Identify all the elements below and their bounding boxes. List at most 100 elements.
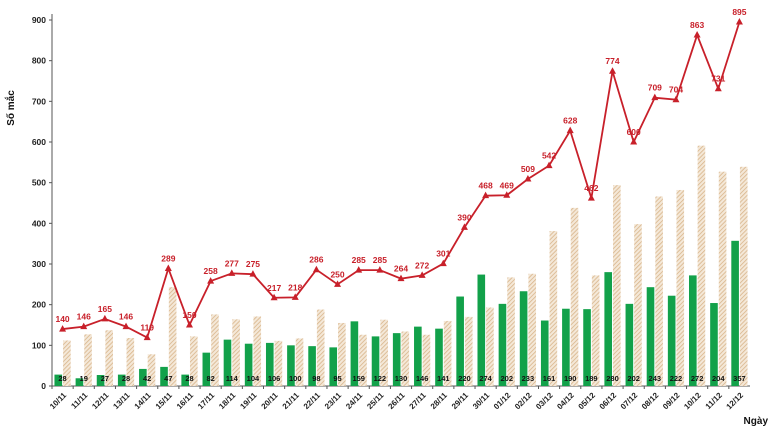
x-tick-label: 29/11 <box>450 390 471 411</box>
green-bar <box>75 378 84 386</box>
red-value-label: 165 <box>98 304 112 314</box>
hatched-bar <box>359 334 367 386</box>
x-tick-label: 20/11 <box>260 390 281 411</box>
green-bar <box>604 272 613 386</box>
red-value-label: 285 <box>352 255 366 265</box>
x-tick-label: 18/11 <box>217 390 238 411</box>
hatched-bar <box>274 340 283 386</box>
green-bar <box>477 274 486 386</box>
hatched-bar <box>63 340 71 386</box>
x-axis-label: Ngày <box>744 416 769 427</box>
green-value-label: 82 <box>206 374 214 383</box>
red-value-label: 301 <box>436 249 450 259</box>
hatched-bar <box>147 354 156 386</box>
x-tick-label: 04/12 <box>555 390 576 411</box>
green-bar <box>287 345 295 386</box>
green-value-label: 95 <box>333 374 341 383</box>
red-point-marker <box>143 333 151 341</box>
hatched-bar <box>634 224 642 386</box>
green-value-label: 27 <box>101 374 109 383</box>
green-bar <box>625 303 634 386</box>
green-bar <box>223 339 232 386</box>
green-value-label: 272 <box>691 374 704 383</box>
x-tick-label: 23/11 <box>323 390 344 411</box>
red-point-marker <box>524 175 532 182</box>
green-bar <box>414 326 422 386</box>
red-point-marker <box>418 271 426 278</box>
green-value-label: 274 <box>479 374 492 383</box>
red-point-marker <box>693 31 701 38</box>
green-bar <box>392 333 401 386</box>
x-tick-label: 25/11 <box>365 390 386 411</box>
green-bar <box>117 374 126 386</box>
red-point-marker <box>587 194 595 201</box>
green-value-label: 161 <box>543 374 556 383</box>
hatched-bar <box>570 207 579 386</box>
y-tick-label: 700 <box>32 96 46 106</box>
green-value-label: 122 <box>374 374 387 383</box>
red-value-label: 264 <box>394 264 408 274</box>
hatched-bar <box>655 196 663 386</box>
hatched-bar <box>718 171 727 386</box>
hatched-bar <box>380 319 388 386</box>
red-point-marker <box>355 266 363 273</box>
hatched-bar <box>84 334 92 386</box>
red-point-marker <box>207 277 215 284</box>
green-value-label: 130 <box>395 374 408 383</box>
red-point-marker <box>164 264 172 271</box>
green-value-label: 280 <box>606 374 619 383</box>
green-value-label: 104 <box>247 374 260 383</box>
red-value-label: 250 <box>330 269 344 279</box>
green-value-label: 222 <box>670 374 683 383</box>
hatched-bar <box>316 309 325 386</box>
green-value-label: 28 <box>58 374 66 383</box>
red-point-marker <box>545 161 553 169</box>
x-tick-label: 10/12 <box>682 390 703 411</box>
red-value-label: 150 <box>182 310 196 320</box>
green-bar <box>456 296 464 386</box>
red-value-label: 863 <box>690 20 704 30</box>
red-point-marker <box>228 269 236 276</box>
green-bar <box>96 375 105 386</box>
red-point-marker <box>482 191 490 199</box>
green-labels-group: 28 19 27 28 42 47 28 82 114 104 106 100 98 95 159 122 13… <box>58 374 745 383</box>
red-value-label: 140 <box>55 314 69 324</box>
y-axis-label: Số mắc <box>4 90 17 126</box>
green-value-label: 190 <box>564 374 577 383</box>
x-tick-label: 17/11 <box>196 390 217 411</box>
y-tick-label: 600 <box>32 137 46 147</box>
red-value-label: 146 <box>119 312 133 322</box>
green-bar <box>435 328 443 386</box>
green-value-label: 141 <box>437 374 450 383</box>
hatched-bar <box>549 231 558 386</box>
green-bar <box>371 336 380 386</box>
y-tick-label: 800 <box>32 56 46 66</box>
x-tick-label: 05/12 <box>576 390 597 411</box>
green-bar <box>265 342 274 386</box>
x-tick-label: 03/12 <box>534 390 555 411</box>
red-value-label: 390 <box>457 212 471 222</box>
x-tick-label: 11/12 <box>704 390 725 411</box>
red-value-label: 119 <box>140 323 154 333</box>
green-bar <box>540 320 549 386</box>
x-tick-label: 19/11 <box>238 390 259 411</box>
red-value-label: 600 <box>627 127 641 137</box>
green-value-label: 243 <box>649 374 662 383</box>
red-point-marker <box>185 321 193 328</box>
red-point-marker <box>270 293 278 301</box>
red-point-marker <box>439 259 447 267</box>
red-value-label: 277 <box>225 258 239 268</box>
y-tick-label: 300 <box>32 259 46 269</box>
hatched-bar <box>507 277 515 386</box>
red-value-label: 468 <box>479 181 493 191</box>
x-tick-label: 02/12 <box>513 390 534 411</box>
x-tick-label: 27/11 <box>408 390 429 411</box>
red-point-marker <box>630 138 638 145</box>
x-tick-label: 13/11 <box>111 390 132 411</box>
red-value-label: 285 <box>373 255 387 265</box>
green-bar <box>244 343 253 386</box>
hatched-bar <box>739 166 748 386</box>
green-value-label: 28 <box>122 374 130 383</box>
green-bar <box>329 347 338 386</box>
